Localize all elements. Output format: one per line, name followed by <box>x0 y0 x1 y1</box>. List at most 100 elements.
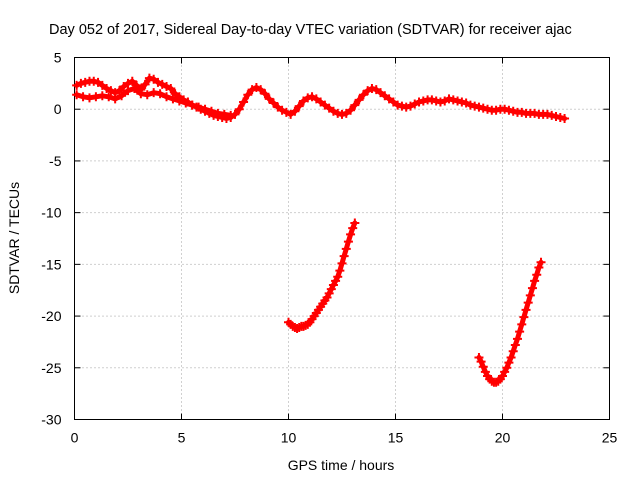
data-point <box>168 94 178 104</box>
x-tick-label: 5 <box>178 430 186 446</box>
data-point <box>532 270 542 280</box>
data-point <box>512 334 522 344</box>
y-axis-label: SDTVAR / TECUs <box>6 182 22 294</box>
data-point <box>335 266 345 276</box>
data-point <box>367 84 377 94</box>
data-point <box>354 95 364 105</box>
data-point <box>226 110 236 120</box>
data-point <box>397 101 407 111</box>
data-point <box>290 106 300 116</box>
data-point <box>155 89 165 99</box>
data-point <box>504 358 514 368</box>
data-point <box>269 98 279 108</box>
data-point <box>560 114 570 124</box>
data-point <box>264 94 274 104</box>
data-point <box>140 79 150 89</box>
data-point <box>333 272 343 282</box>
y-tick-labels: -30 -25 -20 -15 -10 -5 0 5 <box>41 50 61 428</box>
data-point <box>534 262 544 272</box>
data-point <box>110 94 120 104</box>
data-point <box>346 229 356 239</box>
y-tick-label: 5 <box>54 50 62 66</box>
data-point <box>127 76 137 86</box>
data-point <box>508 106 518 116</box>
data-point <box>525 290 535 300</box>
data-point <box>114 86 124 96</box>
data-point <box>117 91 127 101</box>
data-point <box>542 109 552 119</box>
data-point <box>519 312 529 322</box>
data-point <box>123 86 133 96</box>
data-point <box>457 97 467 107</box>
data-point <box>219 109 229 119</box>
data-series <box>72 73 570 387</box>
data-point <box>333 108 343 118</box>
data-point <box>142 90 152 100</box>
data-point <box>500 104 510 114</box>
data-point <box>260 89 270 99</box>
data-point <box>129 84 139 94</box>
data-point <box>91 92 101 102</box>
data-point <box>551 111 561 121</box>
data-point <box>136 89 146 99</box>
data-point <box>418 96 428 106</box>
data-point <box>431 96 441 106</box>
data-point <box>194 102 204 112</box>
data-point <box>337 109 347 119</box>
data-point <box>166 84 176 94</box>
data-point <box>348 223 358 233</box>
data-point <box>78 92 88 102</box>
x-tick-labels: 0 5 10 15 20 25 <box>71 430 618 446</box>
data-point <box>206 106 216 116</box>
x-tick-label: 15 <box>388 430 404 446</box>
x-tick-label: 0 <box>71 430 79 446</box>
data-point <box>97 91 107 101</box>
x-tick-label: 25 <box>602 430 618 446</box>
data-point <box>401 102 411 112</box>
data-point <box>444 94 454 104</box>
series-arc-2 <box>474 257 546 387</box>
data-point <box>523 298 533 308</box>
data-point <box>555 112 565 122</box>
data-point <box>162 92 172 102</box>
data-point <box>89 76 99 86</box>
x-tick-label: 20 <box>495 430 511 446</box>
data-point <box>256 85 266 95</box>
data-point <box>530 108 540 118</box>
y-tick-label: -25 <box>41 360 61 376</box>
data-point <box>350 218 360 228</box>
data-point <box>294 101 304 111</box>
series-trail <box>286 220 358 331</box>
data-point <box>339 251 349 261</box>
data-point <box>510 340 520 350</box>
x-axis-label: GPS time / hours <box>288 457 395 473</box>
y-tick-label: -15 <box>41 256 61 272</box>
data-point <box>72 90 82 100</box>
data-point <box>343 237 353 247</box>
series-upper-band-b <box>72 84 236 120</box>
data-point <box>435 97 445 107</box>
data-point <box>76 78 86 88</box>
data-point <box>350 100 360 110</box>
series-arc-1 <box>284 218 360 333</box>
data-point <box>476 357 486 367</box>
data-point <box>504 105 514 115</box>
data-point <box>337 258 347 268</box>
data-point <box>393 100 403 110</box>
data-point <box>80 77 90 87</box>
data-point <box>465 100 475 110</box>
data-point <box>243 90 253 100</box>
data-point <box>491 105 501 115</box>
data-point <box>478 103 488 113</box>
data-point <box>530 276 540 286</box>
data-point <box>515 327 525 337</box>
data-point <box>453 96 463 106</box>
data-point <box>483 104 493 114</box>
data-point <box>358 90 368 100</box>
data-point <box>174 96 184 106</box>
axis-ticks <box>74 57 610 420</box>
data-point <box>470 101 480 111</box>
data-point <box>303 93 313 103</box>
series-upper-band-a <box>72 73 570 124</box>
